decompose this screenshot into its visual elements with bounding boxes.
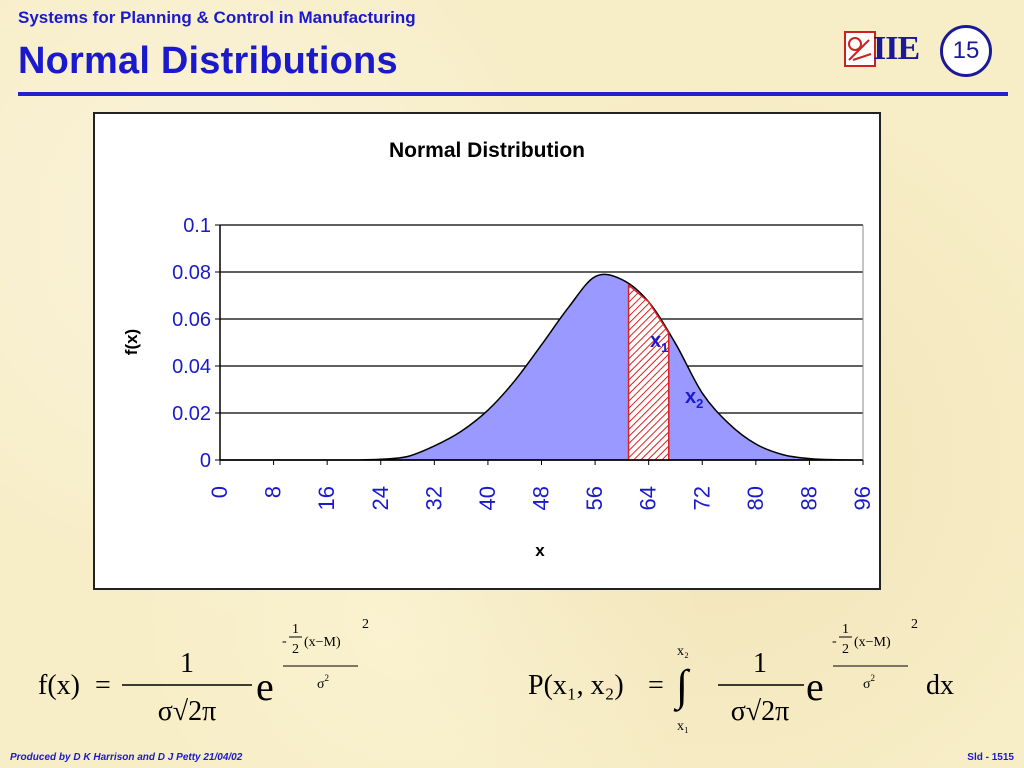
annotation-x2: x2	[685, 386, 703, 411]
formula-p-base: e	[806, 664, 824, 709]
x-tick-label-3: 24	[368, 486, 393, 510]
formula-p-denominator: σ√2π	[731, 696, 790, 727]
logo-text: IIE	[873, 30, 920, 67]
x-tick-label-9: 72	[689, 486, 714, 510]
y-tick-label-1: 0.02	[172, 403, 211, 425]
distribution-area	[220, 273, 864, 461]
y-tick-label-5: 0.1	[183, 215, 211, 237]
formula-p-integral: ∫	[673, 661, 691, 712]
x-tick-label-0: 0	[207, 486, 232, 498]
y-tick-label-4: 0.08	[172, 262, 211, 284]
slide-title: Normal Distributions	[18, 40, 398, 82]
formula-f-denominator: σ√2π	[158, 696, 217, 727]
formula-p-exp-sup: 2	[911, 617, 918, 632]
formula-p-lhs: P(x₁, x₂)	[528, 670, 624, 701]
normal-distribution-chart: Normal Distribution 0 0.02 0.04 0.06 0.08 0.1…	[122, 139, 875, 560]
density-formula: f(x) = 1 σ√2π e - 1 2 (x−M) 2 σ2	[38, 617, 369, 727]
formula-f-numerator: 1	[180, 648, 194, 679]
formula-f-exp-den: σ2	[317, 673, 329, 692]
x-tick-label-6: 48	[529, 486, 554, 510]
formula-p-eq: =	[648, 670, 664, 701]
formula-f-lhs: f(x)	[38, 670, 80, 701]
formula-f-exp-half-den: 2	[292, 642, 299, 657]
formula-f-base: e	[256, 664, 274, 709]
formula-p-dx: dx	[926, 670, 954, 701]
x-tick-label-10: 80	[743, 486, 768, 510]
formula-p-exp-half-num: 1	[842, 622, 849, 637]
x-tick-label-5: 40	[475, 486, 500, 510]
title-rule	[18, 92, 1008, 96]
x-tick-label-1: 8	[261, 486, 286, 498]
formula-p-lower-limit: x₁	[677, 719, 689, 734]
formula-f-eq: =	[95, 670, 111, 701]
y-axis-label: f(x)	[122, 329, 141, 355]
y-axis-ticks: 0 0.02 0.04 0.06 0.08 0.1	[172, 215, 220, 472]
annotation-x1: x1	[650, 330, 668, 355]
formula-p-numerator: 1	[753, 648, 767, 679]
y-tick-label-0: 0	[200, 450, 211, 472]
formula-p-exp-sign: -	[832, 634, 837, 649]
formula-f-exp-term: (x−M)	[304, 635, 341, 650]
probability-highlight-region	[627, 283, 670, 461]
chart-title: Normal Distribution	[389, 139, 585, 162]
chart-container: Normal Distribution 0 0.02 0.04 0.06 0.08 0.1…	[93, 112, 881, 590]
chart-gridlines	[220, 224, 863, 414]
formulas-area: f(x) = 1 σ√2π e - 1 2 (x−M) 2 σ2 P(x₁, x…	[38, 617, 954, 734]
formula-p-exp-den: σ2	[863, 673, 875, 692]
x-tick-label-8: 64	[636, 486, 661, 510]
formula-f-exp-sup: 2	[362, 617, 369, 632]
x-tick-label-4: 32	[421, 486, 446, 510]
slide-subtitle: Systems for Planning & Control in Manufa…	[18, 8, 416, 27]
slide-number-badge: 15	[940, 25, 992, 77]
x-tick-label-2: 16	[314, 486, 339, 510]
x-axis-label: x	[535, 541, 545, 560]
x-tick-label-7: 56	[582, 486, 607, 510]
y-tick-label-2: 0.04	[172, 356, 211, 378]
y-tick-label-3: 0.06	[172, 309, 211, 331]
footer-slide-id: Sld - 1515	[967, 752, 1014, 763]
formula-p-upper-limit: x₂	[677, 644, 689, 659]
x-tick-label-11: 88	[796, 486, 821, 510]
formula-f-exp-half-num: 1	[292, 622, 299, 637]
x-axis-ticks: 0 8 16 24 32 40 48 56 64 72 80 88 96	[207, 460, 875, 510]
formula-p-exp-half-den: 2	[842, 642, 849, 657]
iie-logo-icon	[844, 31, 876, 67]
x-tick-label-12: 96	[850, 486, 875, 510]
probability-formula: P(x₁, x₂) = ∫ x₂ x₁ 1 σ√2π e - 1 2 (x−M)…	[528, 617, 954, 734]
formula-f-exp-sign: -	[282, 634, 287, 649]
footer-credit: Produced by D K Harrison and D J Petty 2…	[10, 752, 243, 763]
formula-p-exp-term: (x−M)	[854, 635, 891, 650]
